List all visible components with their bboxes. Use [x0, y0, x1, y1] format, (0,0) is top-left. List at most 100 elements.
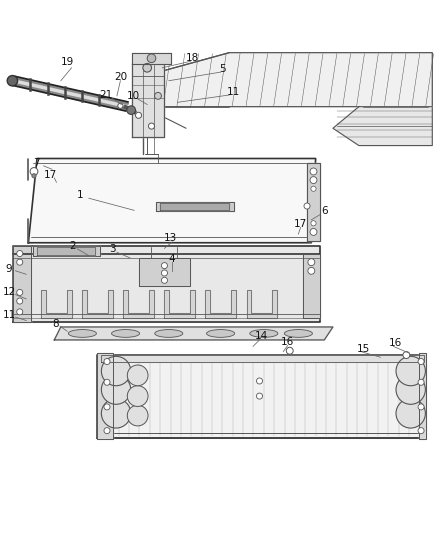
Circle shape — [104, 379, 110, 385]
Circle shape — [403, 352, 410, 359]
Text: 11: 11 — [2, 310, 16, 320]
Circle shape — [148, 123, 155, 129]
Circle shape — [396, 357, 425, 386]
Polygon shape — [33, 246, 100, 256]
Text: 12: 12 — [2, 287, 16, 297]
Text: 1: 1 — [77, 190, 84, 200]
Circle shape — [101, 375, 131, 405]
Circle shape — [308, 268, 315, 274]
Circle shape — [162, 270, 167, 276]
Text: 7: 7 — [33, 158, 39, 168]
Ellipse shape — [284, 329, 312, 337]
Circle shape — [311, 221, 316, 226]
Polygon shape — [138, 258, 191, 286]
Circle shape — [104, 404, 110, 410]
Polygon shape — [247, 290, 277, 318]
Circle shape — [127, 386, 148, 407]
Polygon shape — [205, 290, 236, 318]
Circle shape — [147, 54, 156, 62]
Text: 8: 8 — [52, 319, 59, 328]
Polygon shape — [41, 290, 71, 318]
Text: 6: 6 — [321, 206, 328, 216]
Circle shape — [418, 427, 424, 434]
Circle shape — [311, 186, 316, 191]
Polygon shape — [132, 63, 164, 137]
Polygon shape — [419, 353, 426, 439]
Text: 21: 21 — [99, 90, 113, 100]
Text: 5: 5 — [219, 63, 226, 74]
Circle shape — [310, 168, 317, 175]
Polygon shape — [307, 163, 320, 240]
Text: 18: 18 — [186, 53, 199, 63]
Polygon shape — [28, 158, 316, 243]
Polygon shape — [98, 353, 113, 439]
Text: 17: 17 — [43, 170, 57, 180]
Circle shape — [308, 259, 315, 265]
Polygon shape — [98, 355, 424, 439]
Text: 14: 14 — [255, 332, 268, 342]
Circle shape — [418, 359, 424, 365]
Text: 13: 13 — [164, 233, 177, 244]
Circle shape — [286, 348, 293, 354]
Text: 17: 17 — [294, 219, 307, 229]
Circle shape — [101, 357, 131, 386]
Circle shape — [310, 176, 317, 183]
Circle shape — [104, 427, 110, 434]
Text: 10: 10 — [127, 91, 140, 101]
Text: 2: 2 — [70, 241, 76, 251]
Circle shape — [127, 405, 148, 426]
Polygon shape — [143, 53, 432, 107]
Polygon shape — [160, 204, 229, 210]
Polygon shape — [132, 53, 171, 64]
Polygon shape — [13, 246, 31, 322]
Text: 20: 20 — [114, 72, 127, 82]
Circle shape — [7, 76, 18, 86]
Text: 15: 15 — [357, 344, 370, 353]
Polygon shape — [124, 290, 154, 318]
Circle shape — [135, 112, 141, 118]
Circle shape — [17, 309, 23, 315]
Polygon shape — [164, 290, 195, 318]
Circle shape — [396, 375, 425, 405]
Text: 19: 19 — [60, 57, 74, 67]
Text: 3: 3 — [110, 244, 116, 254]
Circle shape — [310, 229, 317, 236]
Circle shape — [17, 289, 23, 295]
Circle shape — [127, 106, 135, 115]
Text: 11: 11 — [227, 86, 240, 96]
Text: 9: 9 — [6, 264, 12, 273]
Polygon shape — [37, 247, 95, 255]
Circle shape — [155, 92, 162, 99]
Polygon shape — [333, 107, 432, 146]
Circle shape — [162, 263, 167, 269]
Ellipse shape — [68, 329, 96, 337]
Polygon shape — [54, 327, 333, 340]
Circle shape — [418, 379, 424, 385]
Circle shape — [396, 399, 425, 428]
Polygon shape — [101, 355, 424, 362]
Ellipse shape — [250, 329, 278, 337]
Ellipse shape — [155, 329, 183, 337]
Text: 4: 4 — [169, 254, 176, 264]
Circle shape — [17, 298, 23, 304]
Circle shape — [257, 378, 262, 384]
Circle shape — [257, 393, 262, 399]
Circle shape — [101, 399, 131, 428]
Circle shape — [32, 174, 36, 178]
Circle shape — [17, 251, 23, 256]
Circle shape — [418, 404, 424, 410]
Polygon shape — [82, 290, 113, 318]
Text: 16: 16 — [281, 337, 294, 347]
Polygon shape — [303, 254, 320, 318]
Polygon shape — [13, 246, 320, 322]
Ellipse shape — [112, 329, 140, 337]
Text: 16: 16 — [389, 338, 402, 348]
Circle shape — [17, 259, 23, 265]
Polygon shape — [156, 201, 233, 211]
Circle shape — [162, 277, 167, 284]
Circle shape — [143, 63, 152, 72]
Circle shape — [30, 167, 38, 175]
Circle shape — [118, 103, 123, 108]
Circle shape — [127, 365, 148, 386]
Circle shape — [304, 203, 310, 209]
